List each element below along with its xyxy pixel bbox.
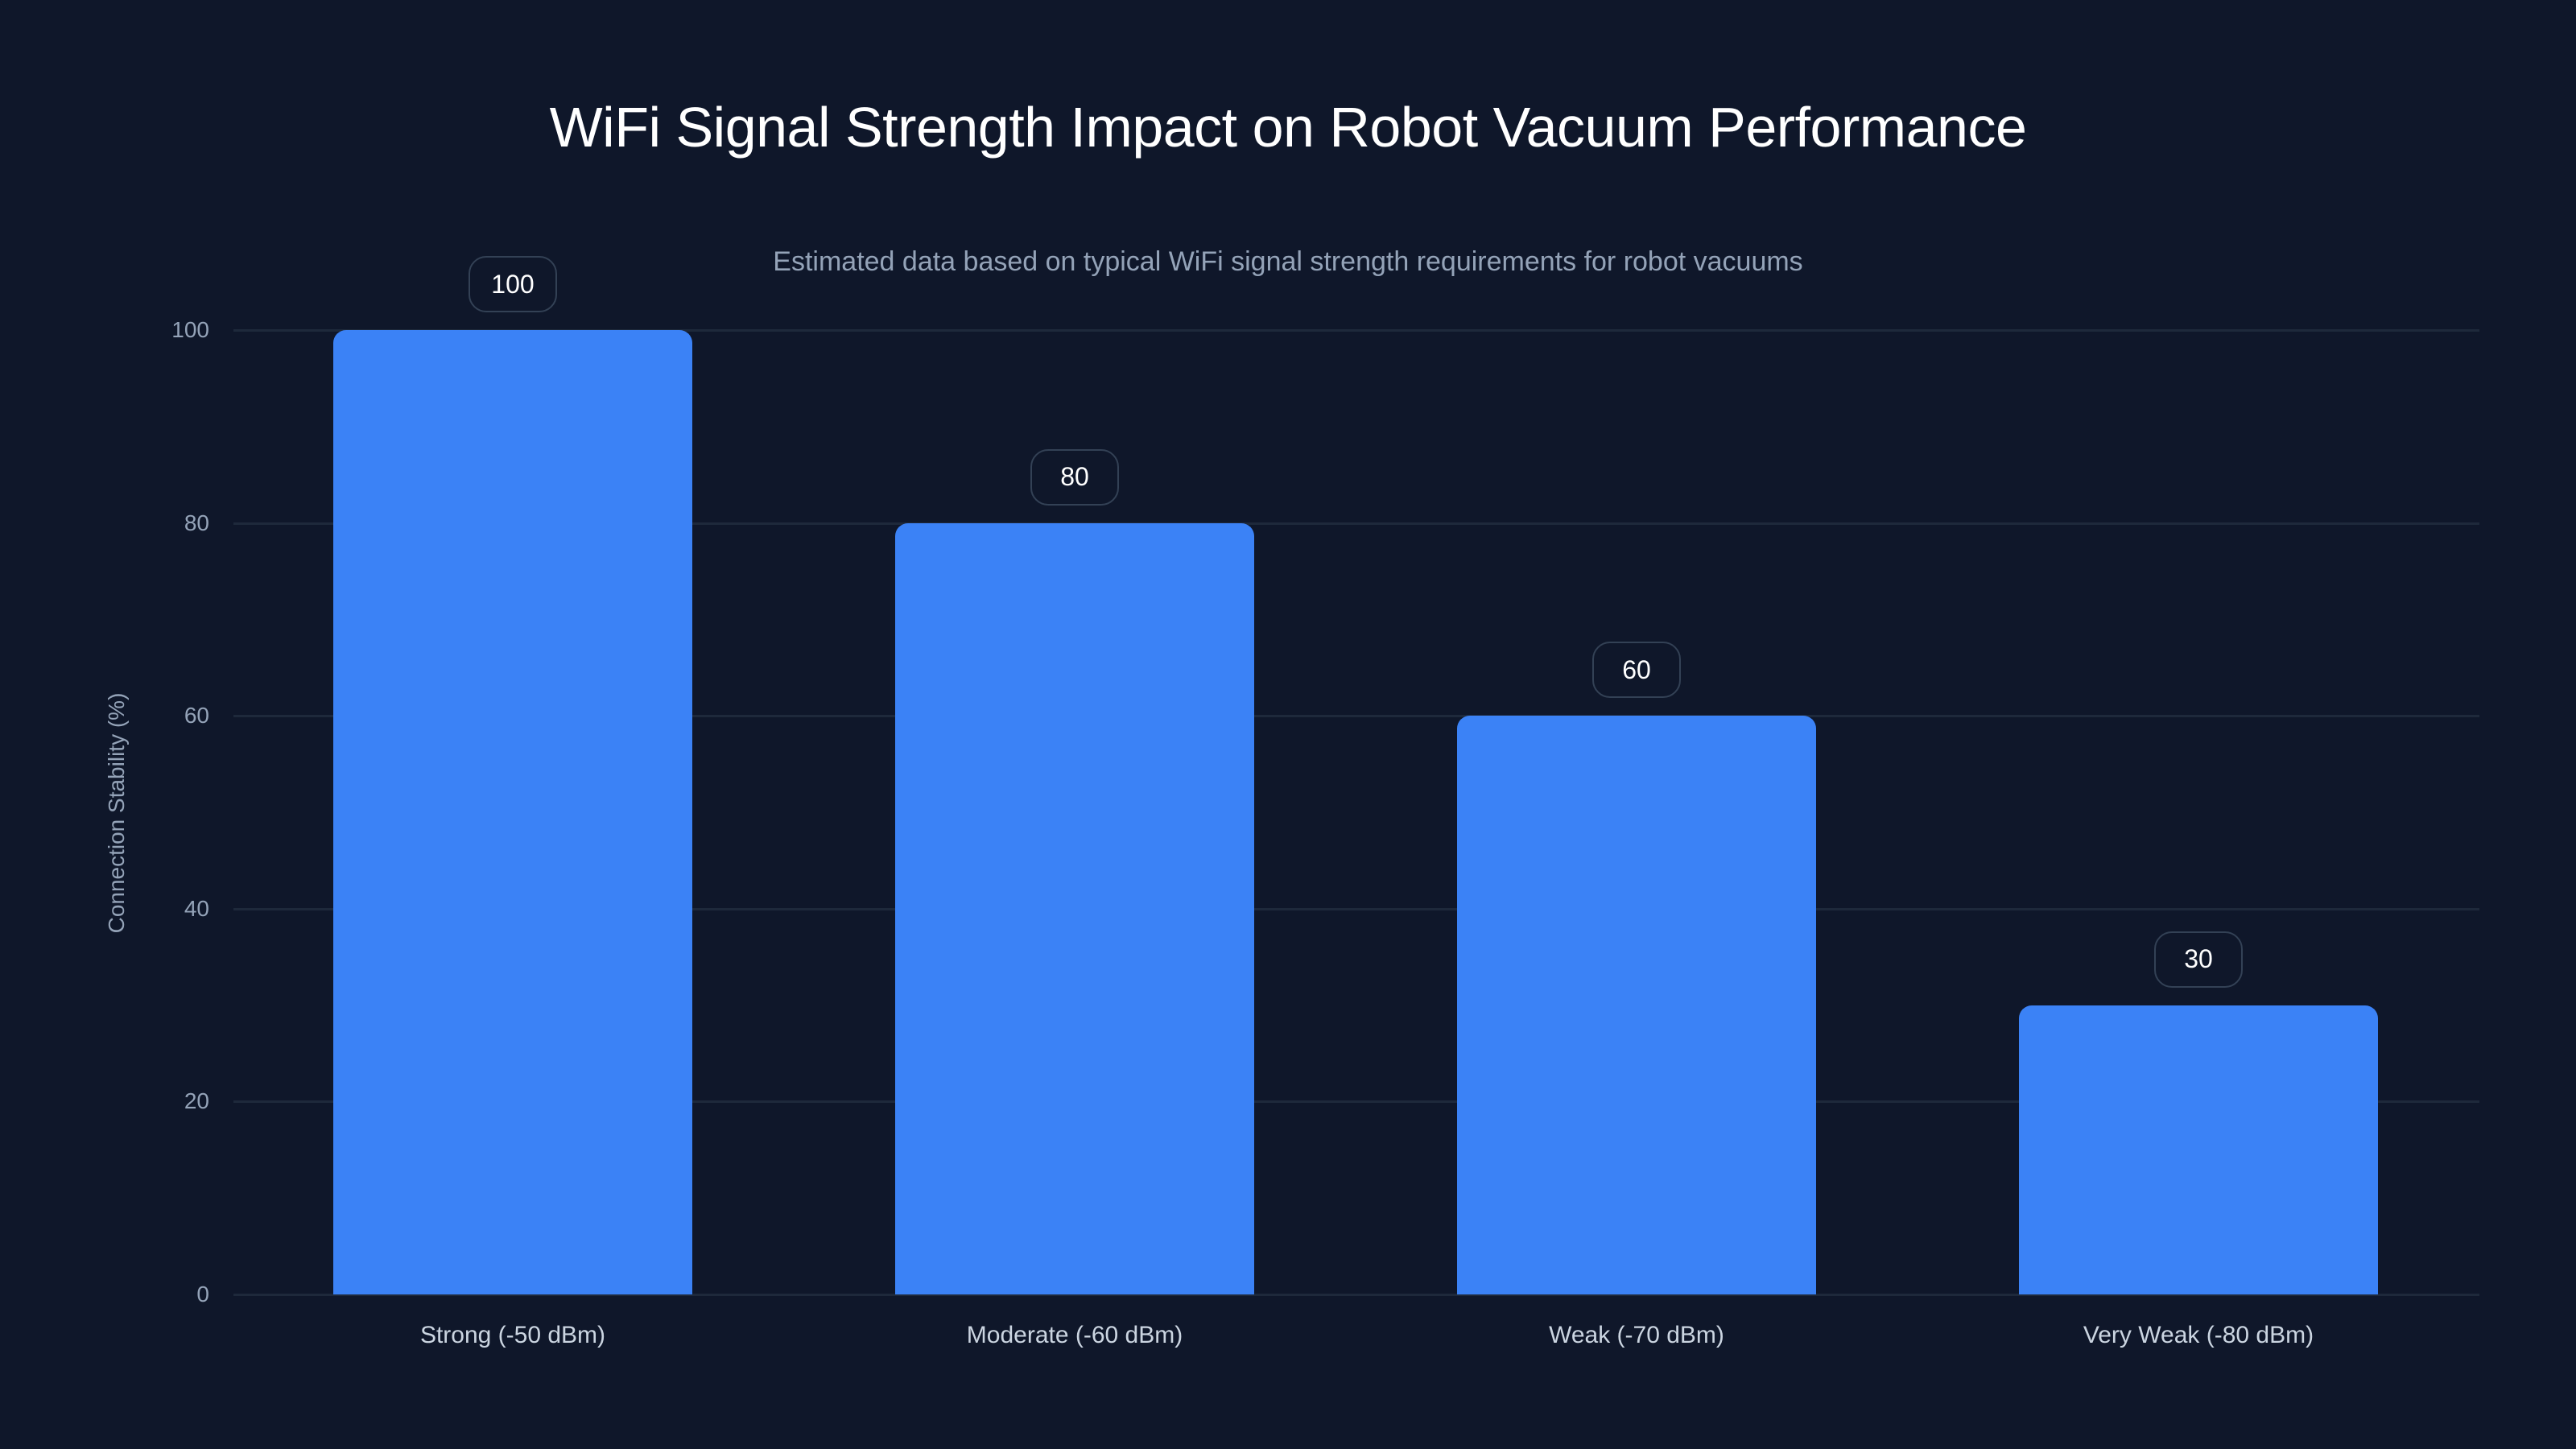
gridline <box>233 715 2479 718</box>
bar-value-label: 80 <box>1030 448 1119 506</box>
gridline <box>233 907 2479 910</box>
x-category-label: Very Weak (-80 dBm) <box>2083 1322 2314 1348</box>
bar[interactable] <box>333 330 692 1294</box>
y-axis-label: Connection Stability (%) <box>104 692 129 934</box>
bar-value-label: 30 <box>2154 931 2243 988</box>
gridline <box>233 1100 2479 1104</box>
y-tick-label: 40 <box>184 895 209 921</box>
plot-area: 100 80 60 30 <box>233 256 2479 1296</box>
gridline <box>233 329 2479 332</box>
gridline <box>233 522 2479 525</box>
x-category-label: Weak (-70 dBm) <box>1549 1322 1724 1348</box>
chart-subtitle: Estimated data based on typical WiFi sig… <box>773 246 1803 277</box>
bar[interactable] <box>895 522 1254 1294</box>
y-tick-label: 0 <box>196 1282 209 1307</box>
y-tick-label: 100 <box>171 317 209 342</box>
chart-title: WiFi Signal Strength Impact on Robot Vac… <box>549 96 2027 159</box>
gridline <box>233 1294 2479 1296</box>
bar[interactable] <box>2019 1005 2378 1294</box>
x-category-label: Moderate (-60 dBm) <box>966 1322 1183 1348</box>
x-category-label: Strong (-50 dBm) <box>419 1322 606 1348</box>
bar-value-label: 100 <box>469 256 557 312</box>
bar[interactable] <box>1457 716 1816 1294</box>
y-tick-label: 20 <box>184 1088 209 1114</box>
y-tick-label: 60 <box>184 703 209 729</box>
y-tick-label: 80 <box>184 510 209 535</box>
bar-value-label: 60 <box>1592 642 1681 699</box>
